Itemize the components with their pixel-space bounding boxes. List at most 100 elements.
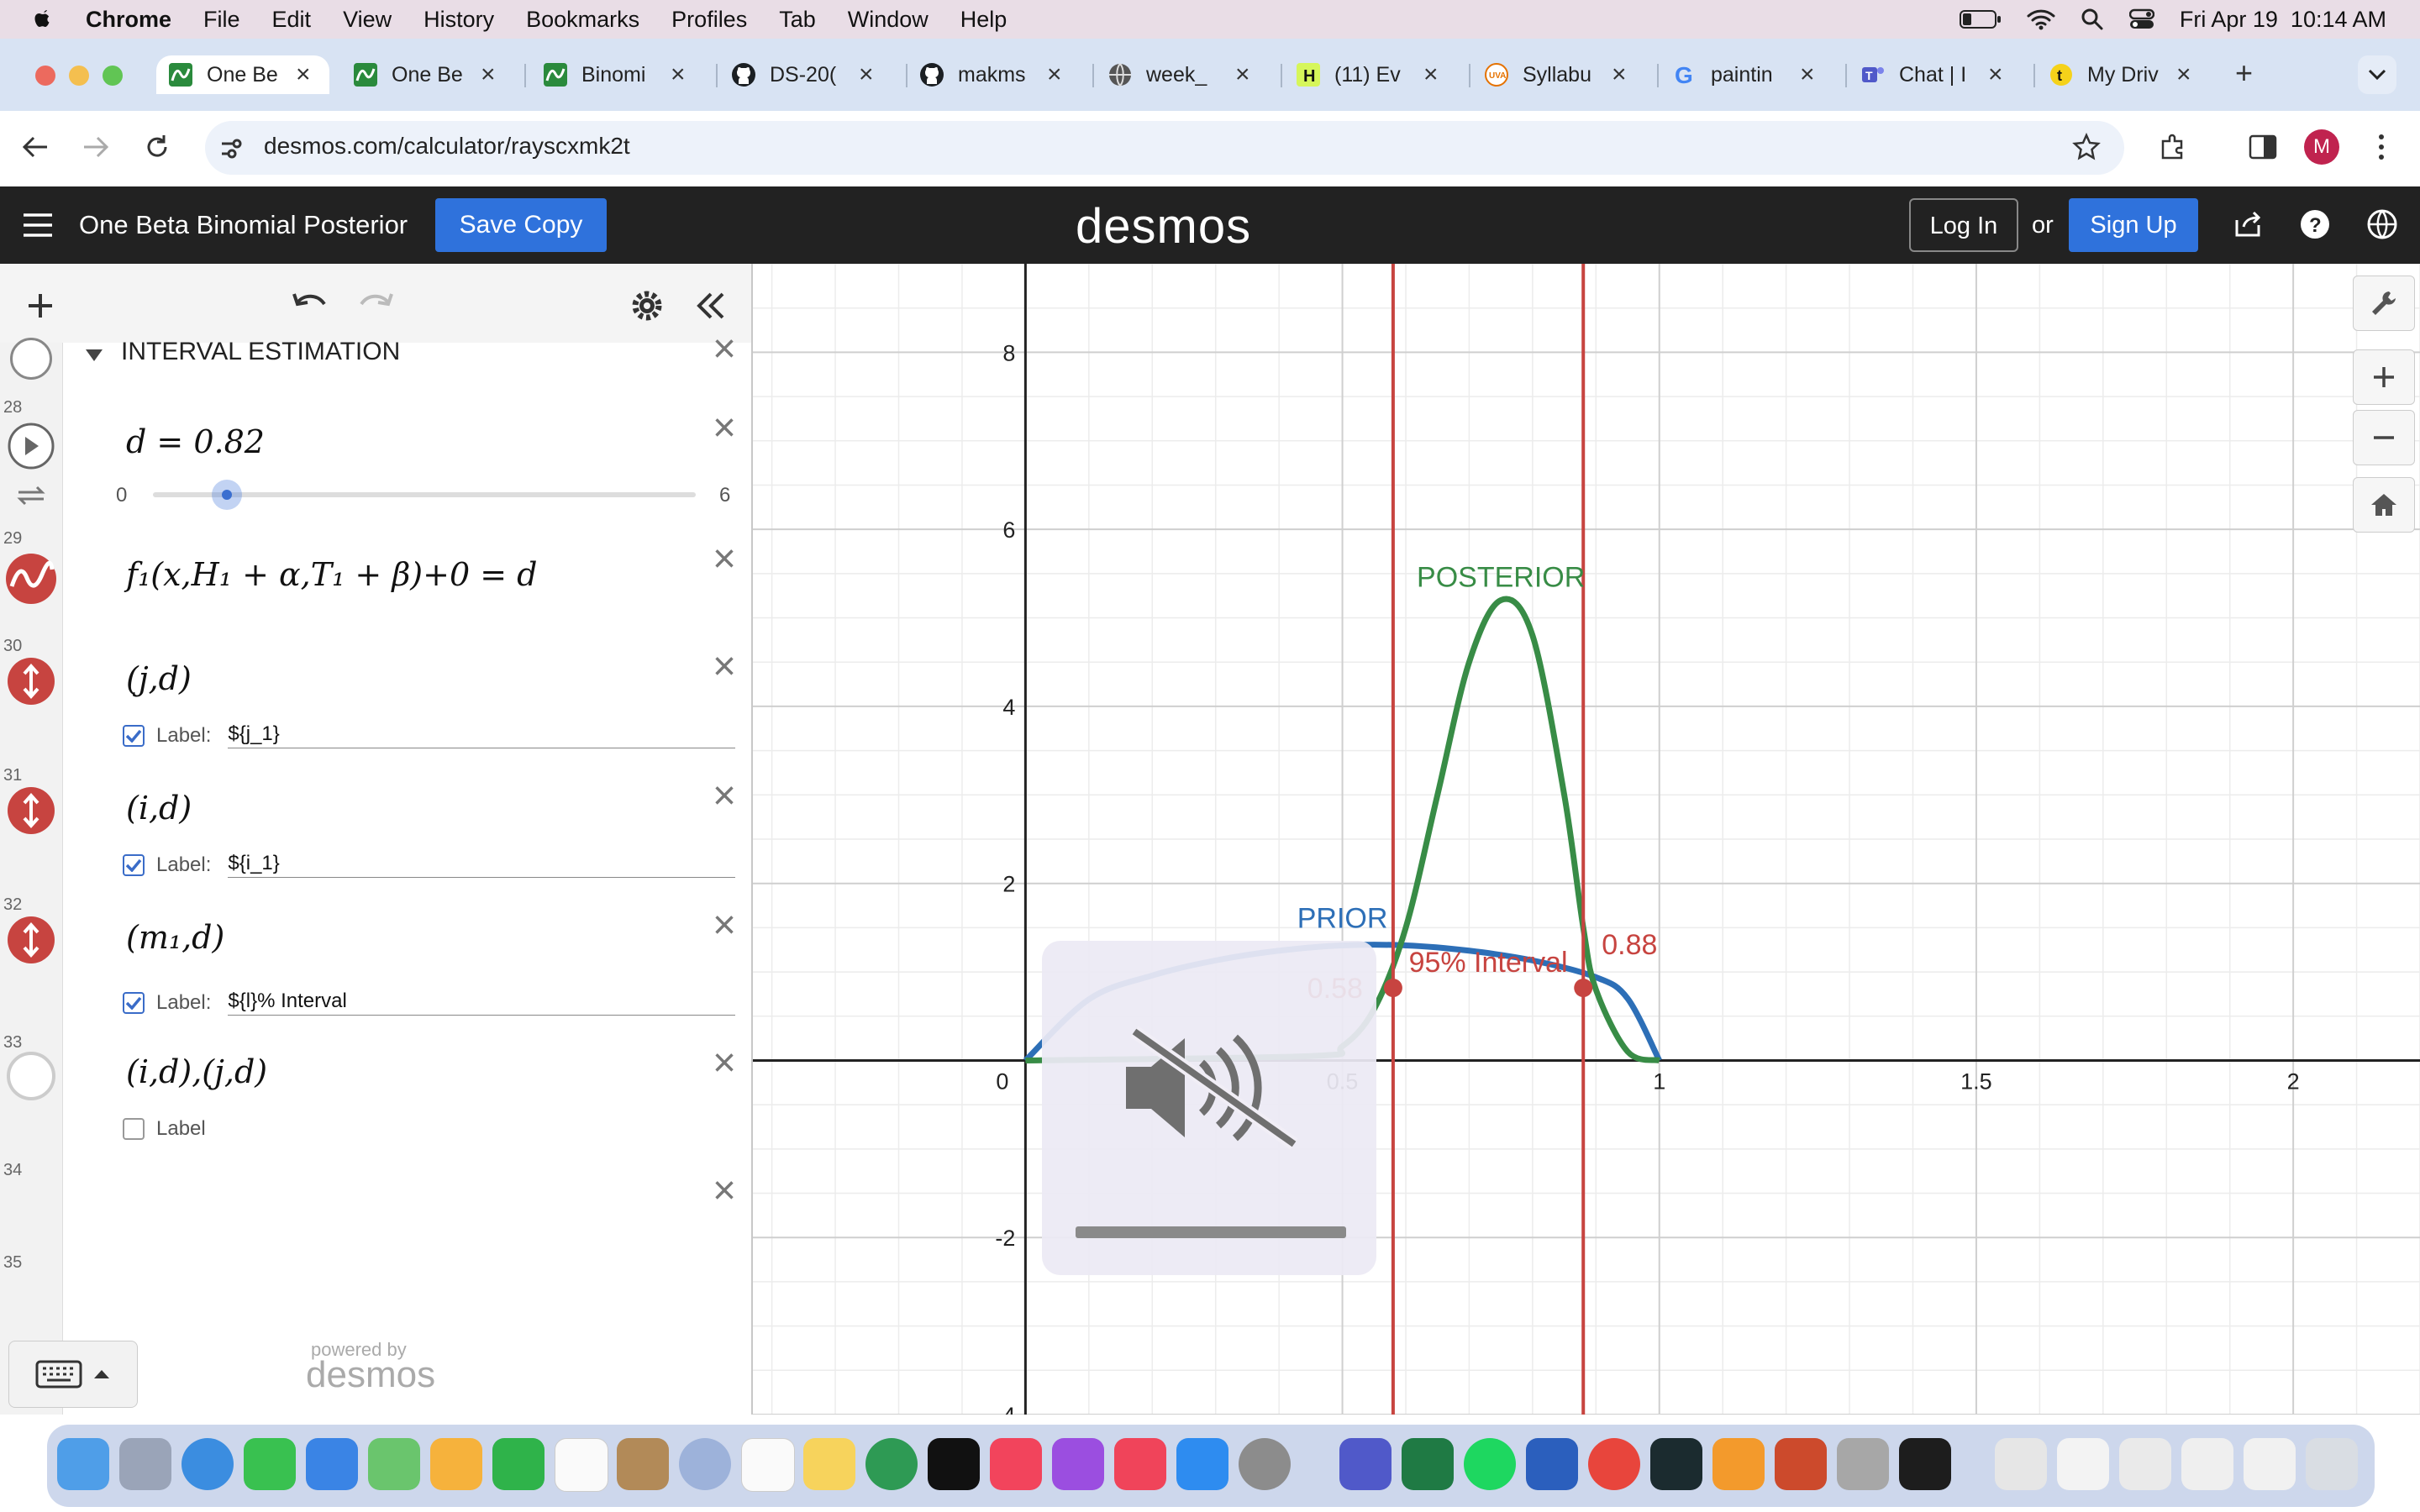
collapse-panel-icon[interactable] (694, 291, 728, 321)
books-icon[interactable] (1712, 1438, 1765, 1490)
r-app-icon[interactable] (679, 1438, 731, 1490)
tab-close-icon[interactable]: × (1235, 60, 1250, 88)
expression-math[interactable]: f₁(x,H₁ + α,T₁ + β)+0 = d (126, 556, 538, 593)
menu-history[interactable]: History (424, 6, 495, 32)
label-checkbox[interactable] (123, 1118, 145, 1140)
settings-gear-icon[interactable] (630, 289, 664, 323)
tab-one-beta-2[interactable]: One Be × (353, 55, 496, 94)
menu-tab[interactable]: Tab (779, 6, 816, 32)
menu-edit[interactable]: Edit (271, 6, 312, 32)
tab-close-icon[interactable]: × (859, 60, 874, 88)
tab-close-icon[interactable]: × (1047, 60, 1062, 88)
more-menu-icon[interactable] (2376, 133, 2386, 161)
language-globe-icon[interactable] (2366, 208, 2398, 240)
tab-binomial[interactable]: Binomi × (543, 55, 686, 94)
tab-close-icon[interactable]: × (296, 60, 311, 88)
zoom-in-button[interactable] (2353, 349, 2415, 405)
tab-week[interactable]: week_ × (1107, 55, 1250, 94)
app-store-icon[interactable] (1176, 1438, 1228, 1490)
help-icon[interactable]: ? (2299, 208, 2331, 240)
photos-icon[interactable] (430, 1438, 482, 1490)
safari-icon[interactable] (182, 1438, 234, 1490)
drag-point-icon[interactable] (7, 657, 55, 706)
delete-expression-icon[interactable]: × (712, 644, 736, 689)
tab-github-ds[interactable]: DS-20( × (731, 55, 874, 94)
window-close-button[interactable] (35, 66, 55, 86)
label-text-input[interactable]: ${i_1} (228, 852, 736, 878)
downloads-stack-icon[interactable] (2119, 1438, 2171, 1490)
loop-icon[interactable] (15, 484, 47, 507)
messages-icon[interactable] (244, 1438, 296, 1490)
signup-button[interactable]: Sign Up (2069, 198, 2198, 252)
bookmark-star-icon[interactable] (2072, 133, 2101, 161)
expression-row-30[interactable]: 30 (j,d) Label: ${j_1} × (0, 635, 751, 765)
activity-monitor-icon[interactable] (1650, 1438, 1702, 1490)
tab-my-drive[interactable]: t My Driv × (2049, 55, 2191, 94)
drag-point-icon[interactable] (7, 916, 55, 964)
tab-close-icon[interactable]: × (1988, 60, 2003, 88)
delete-expression-icon[interactable]: × (712, 774, 736, 818)
label-text-input[interactable]: ${j_1} (228, 722, 736, 748)
slider-track[interactable] (153, 492, 696, 497)
profile-avatar[interactable]: M (2304, 129, 2339, 165)
tab-chat-teams[interactable]: T Chat | I × (1860, 55, 2003, 94)
apple-icon[interactable] (30, 7, 55, 32)
teams-dock-icon[interactable] (1339, 1438, 1392, 1490)
terminal-icon[interactable] (1899, 1438, 1951, 1490)
address-bar[interactable] (205, 121, 2124, 175)
delete-expression-icon[interactable]: × (712, 1168, 736, 1213)
wifi-icon[interactable] (2027, 8, 2055, 30)
tab-syllabus[interactable]: UVA Syllabu × (1484, 55, 1627, 94)
menu-bookmarks[interactable]: Bookmarks (526, 6, 640, 32)
excel-icon[interactable] (1402, 1438, 1454, 1490)
expression-math[interactable]: (j,d) (126, 660, 192, 697)
tab-close-icon[interactable]: × (1423, 60, 1439, 88)
menu-window[interactable]: Window (847, 6, 929, 32)
hidden-point-icon[interactable] (7, 1052, 55, 1100)
label-checkbox[interactable] (123, 991, 145, 1014)
expression-math[interactable]: (m₁,d) (126, 919, 225, 956)
spotify-icon[interactable] (1464, 1438, 1516, 1490)
mail-icon[interactable] (306, 1438, 358, 1490)
contacts-icon[interactable] (617, 1438, 669, 1490)
tab-painting[interactable]: G paintin × (1672, 55, 1815, 94)
window-zoom-button[interactable] (103, 66, 123, 86)
graph-title[interactable]: One Beta Binomial Posterior (79, 210, 408, 239)
news-icon[interactable] (1114, 1438, 1166, 1490)
site-settings-icon[interactable] (218, 136, 244, 161)
undo-icon[interactable] (291, 289, 329, 319)
url-text[interactable]: desmos.com/calculator/rayscxmk2t (264, 133, 630, 159)
expression-row-34[interactable]: 34 × (0, 1159, 751, 1252)
folder-title[interactable]: INTERVAL ESTIMATION (121, 338, 401, 365)
redo-icon[interactable] (356, 289, 395, 319)
expression-math[interactable]: (i,d) (126, 790, 192, 827)
add-item-icon[interactable] (25, 291, 55, 321)
expression-math[interactable]: (i,d),(j,d) (126, 1053, 268, 1090)
expression-row-31[interactable]: 31 (i,d) Label: ${i_1} × (0, 764, 751, 895)
slider-min[interactable]: 0 (116, 484, 128, 507)
folder-icon[interactable] (10, 338, 52, 380)
save-copy-button[interactable]: Save Copy (435, 198, 607, 252)
curve-style-icon[interactable] (5, 553, 57, 605)
tab-events[interactable]: H (11) Ev × (1296, 55, 1439, 94)
menu-help[interactable]: Help (960, 6, 1007, 32)
music-icon[interactable] (990, 1438, 1042, 1490)
system-settings-icon[interactable] (1239, 1438, 1291, 1490)
powerpoint-icon[interactable] (1775, 1438, 1827, 1490)
finder-icon[interactable] (57, 1438, 109, 1490)
expression-row-29[interactable]: 29 f₁(x,H₁ + α,T₁ + β)+0 = d × (0, 528, 751, 636)
spotlight-search-icon[interactable] (2081, 8, 2104, 31)
calendar-icon[interactable] (555, 1438, 608, 1492)
tab-close-icon[interactable]: × (481, 60, 496, 88)
menu-app-name[interactable]: Chrome (86, 6, 172, 32)
label-checkbox[interactable] (123, 724, 145, 747)
delete-expression-icon[interactable]: × (712, 327, 736, 371)
tab-close-icon[interactable]: × (1612, 60, 1627, 88)
menu-view[interactable]: View (343, 6, 392, 32)
extensions-icon[interactable] (2158, 133, 2186, 161)
tab-github-makms[interactable]: makms × (919, 55, 1062, 94)
label-checkbox[interactable] (123, 853, 145, 876)
tab-close-icon[interactable]: × (2176, 60, 2191, 88)
new-tab-icon[interactable]: + (2235, 55, 2254, 90)
